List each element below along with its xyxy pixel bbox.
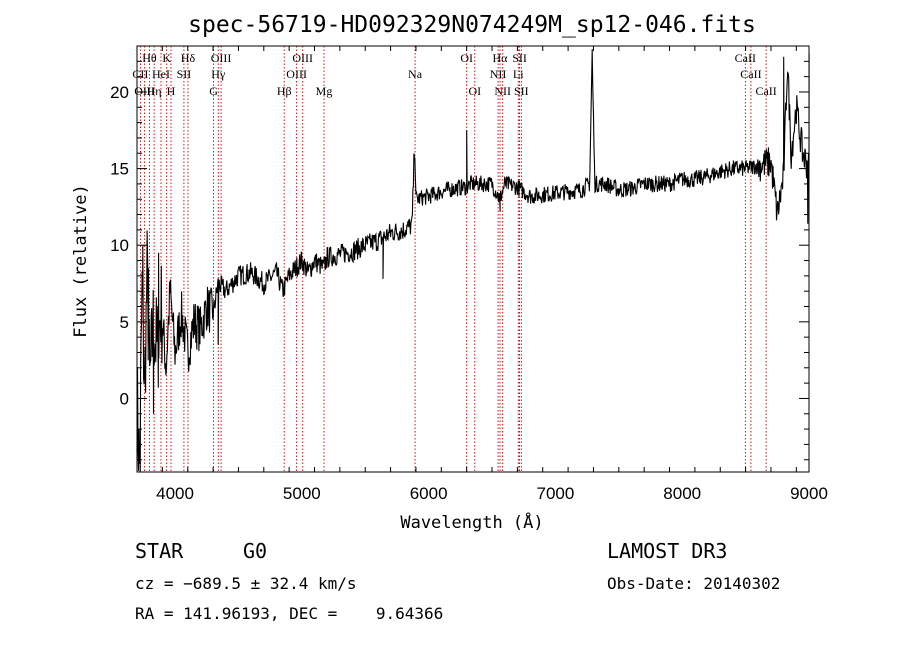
line-label-22: Hβ (277, 84, 292, 98)
line-label-20: H (167, 84, 176, 98)
axis-ticks (136, 46, 809, 472)
redshift-velocity: cz = −689.5 ± 32.4 km/s (135, 574, 357, 593)
line-label-11: SII (177, 67, 192, 81)
line-label-7: SII (512, 51, 527, 65)
line-label-4: OIII (292, 51, 313, 65)
spectrum-trace (136, 49, 810, 473)
line-label-17: CaII (740, 67, 761, 81)
x-tick-label-7000: 7000 (537, 484, 575, 503)
x-tick-label-5000: 5000 (283, 484, 321, 503)
line-label-6: Hα (493, 51, 509, 65)
line-label-16: Li (513, 67, 524, 81)
line-label-14: Na (408, 67, 423, 81)
line-label-23: Mg (316, 84, 333, 98)
x-tick-label-9000: 9000 (790, 484, 828, 503)
chart-title: spec-56719-HD092329N074249M_sp12-046.fit… (188, 12, 756, 38)
line-label-13: OIII (286, 67, 307, 81)
y-tick-labels: 0 5 10 15 20 (110, 83, 129, 408)
line-label-26: SII (514, 84, 529, 98)
coordinates: RA = 141.96193, DEC = 9.64366 (135, 604, 444, 623)
line-label-9: CII (132, 67, 148, 81)
line-label-2: Hδ (181, 51, 196, 65)
x-tick-labels: 4000 5000 6000 7000 8000 9000 (156, 484, 828, 503)
line-label-3: OIII (211, 51, 232, 65)
line-label-0: Hθ (142, 51, 157, 65)
y-axis-label: Flux (relative) (71, 184, 91, 338)
line-label-5: OI (460, 51, 473, 65)
line-label-8: CaII (735, 51, 756, 65)
line-label-19: Hη (147, 84, 162, 98)
object-class: STAR (135, 539, 184, 563)
x-axis-label: Wavelength (Å) (400, 511, 543, 533)
line-label-15: NII (490, 67, 507, 81)
plot-frame (136, 45, 810, 473)
line-label-27: CaII (755, 84, 776, 98)
spectral-line-markers (139, 46, 767, 472)
observation-date: Obs-Date: 20140302 (607, 574, 781, 593)
object-subclass: G0 (243, 539, 268, 563)
survey-name: LAMOST DR3 (607, 539, 728, 563)
line-label-25: NII (494, 84, 511, 98)
line-label-21: G (209, 84, 218, 98)
x-tick-label-6000: 6000 (410, 484, 448, 503)
y-tick-label-15: 15 (110, 160, 129, 179)
line-label-10: HeI (152, 67, 170, 81)
x-tick-label-8000: 8000 (663, 484, 701, 503)
y-tick-label-20: 20 (110, 83, 129, 102)
line-label-24: OI (468, 84, 481, 98)
spectrum-chart: spec-56719-HD092329N074249M_sp12-046.fit… (71, 12, 828, 533)
y-tick-label-5: 5 (120, 313, 129, 332)
y-tick-label-10: 10 (110, 236, 129, 255)
line-label-18: OIII (134, 84, 155, 98)
line-label-1: K (162, 51, 171, 65)
line-label-12: Hγ (211, 67, 226, 81)
x-tick-label-4000: 4000 (156, 484, 194, 503)
y-tick-label-0: 0 (120, 389, 129, 408)
